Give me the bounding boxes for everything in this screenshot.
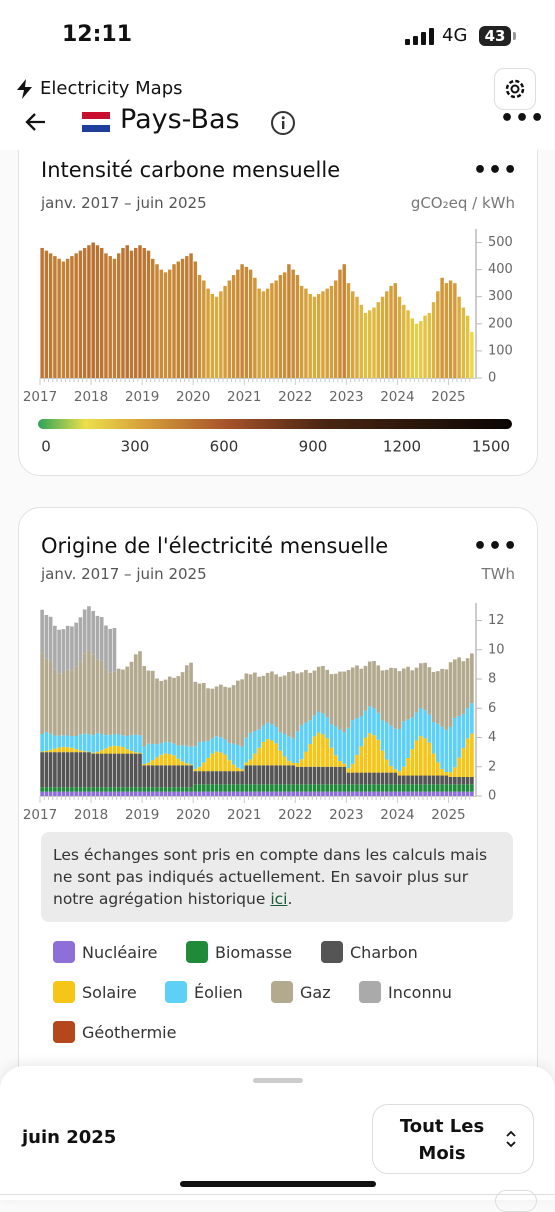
home-indicator — [180, 1181, 376, 1187]
legend-item[interactable]: Solaire — [53, 981, 137, 1003]
sheet-handle[interactable] — [253, 1078, 303, 1083]
next-control[interactable] — [495, 1190, 537, 1212]
battery-tip — [513, 32, 516, 40]
chart-subtitle: janv. 2017 – juin 2025 — [41, 194, 207, 212]
legend-swatch — [359, 981, 381, 1003]
legend-label: Inconnu — [388, 983, 452, 1002]
chart-title: Origine de l'électricité mensuelle — [41, 534, 388, 558]
legend-item[interactable]: Nucléaire — [53, 941, 158, 963]
divider — [0, 1194, 555, 1195]
legend-label: Gaz — [300, 983, 331, 1002]
chart-subtitle: janv. 2017 – juin 2025 — [41, 565, 207, 583]
gear-icon — [495, 69, 535, 109]
period-select[interactable]: Tout Les Mois — [372, 1104, 534, 1174]
info-button[interactable] — [270, 110, 296, 136]
legend-swatch — [321, 941, 343, 963]
legend-label: Biomasse — [215, 943, 292, 962]
info-note: Les échanges sont pris en compte dans le… — [41, 832, 513, 922]
note-end: . — [287, 890, 292, 908]
flag-nl — [82, 112, 110, 132]
status-time: 12:11 — [62, 22, 132, 47]
legend-swatch — [186, 941, 208, 963]
legend-label: Éolien — [194, 983, 243, 1002]
legend-item[interactable]: Géothermie — [53, 1021, 176, 1043]
header-bg: 12:11 4G 43 Electricity Maps Pays-Bas ••… — [0, 0, 555, 150]
zone-name: Pays-Bas — [120, 104, 240, 135]
settings-button[interactable] — [494, 68, 536, 110]
legend-label: Nucléaire — [82, 943, 158, 962]
app-name: Electricity Maps — [40, 78, 183, 99]
chevron-icon — [505, 1130, 517, 1148]
chart-menu[interactable]: ••• — [473, 534, 518, 559]
legend-label: Charbon — [350, 943, 418, 962]
legend-item[interactable]: Charbon — [321, 941, 418, 963]
signal-icon — [405, 28, 437, 46]
battery: 43 — [479, 26, 511, 46]
legend-item[interactable]: Inconnu — [359, 981, 452, 1003]
legend-swatch — [53, 981, 75, 1003]
legend-swatch — [53, 1021, 75, 1043]
legend-label: Solaire — [82, 983, 137, 1002]
zone-menu[interactable]: ••• — [500, 106, 545, 131]
selected-month: juin 2025 — [22, 1127, 116, 1148]
chart-unit: TWh — [481, 565, 515, 583]
legend-swatch — [53, 941, 75, 963]
legend-label: Géothermie — [82, 1023, 176, 1042]
legend-item[interactable]: Éolien — [165, 981, 243, 1003]
back-button[interactable] — [24, 111, 48, 133]
logo-bolt — [16, 79, 34, 99]
carbon-card: Intensité carbone mensuelle janv. 2017 –… — [18, 110, 538, 476]
legend-swatch — [165, 981, 187, 1003]
note-link[interactable]: ici — [270, 890, 287, 908]
legend-item[interactable]: Biomasse — [186, 941, 292, 963]
chart-menu[interactable]: ••• — [473, 158, 518, 183]
legend-swatch — [271, 981, 293, 1003]
chart-title: Intensité carbone mensuelle — [41, 158, 340, 182]
bottom-sheet: juin 2025 Tout Les Mois — [0, 1066, 555, 1200]
legend-item[interactable]: Gaz — [271, 981, 331, 1003]
period-label: Tout Les Mois — [387, 1113, 497, 1167]
network-label: 4G — [442, 25, 467, 46]
chart-unit: gCO₂eq / kWh — [411, 194, 515, 212]
